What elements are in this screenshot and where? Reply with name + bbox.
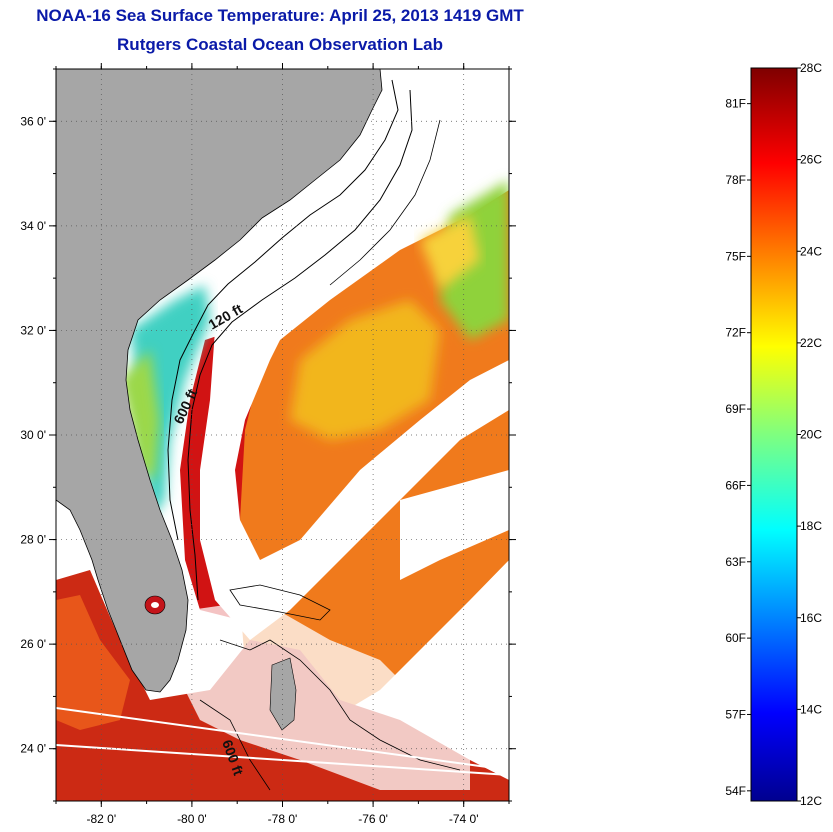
cloud-streak: [200, 300, 509, 640]
lat-tick-label: 26 0': [20, 637, 46, 651]
lat-tick-label: 32 0': [20, 323, 46, 337]
celsius-label: 18C: [800, 519, 822, 533]
sst-map: 120 ft 600 ft 600 ft -82 0' -80 0' -78 0' -…: [20, 63, 516, 826]
coastal-green-water: [120, 350, 160, 480]
celsius-label: 14C: [800, 702, 822, 716]
celsius-label: 26C: [800, 153, 822, 167]
fahrenheit-label: 60F: [725, 631, 746, 645]
lon-tick-label: -76 0': [358, 812, 388, 826]
lat-tick-label: 28 0': [20, 533, 46, 547]
map-title: NOAA-16 Sea Surface Temperature: April 2…: [36, 6, 524, 25]
celsius-label: 28C: [800, 61, 822, 75]
fahrenheit-label: 75F: [725, 249, 746, 263]
fahrenheit-label: 66F: [725, 478, 746, 492]
lat-tick-label: 30 0': [20, 428, 46, 442]
contour-bahamas: [219, 639, 461, 771]
lat-tick-label: 34 0': [20, 219, 46, 233]
contour-offshore: [329, 119, 441, 286]
axis-ticks: -82 0' -80 0' -78 0' -76 0' -74 0' 36 0' 34 0'…: [20, 63, 516, 826]
cloud-streak-east: [400, 470, 509, 580]
lon-tick-label: -78 0': [268, 812, 298, 826]
fahrenheit-label: 81F: [725, 97, 746, 111]
colorbar-gradient: [750, 67, 798, 802]
celsius-label: 16C: [800, 611, 822, 625]
fahrenheit-label: 57F: [725, 707, 746, 721]
fahrenheit-label: 78F: [725, 173, 746, 187]
celsius-label: 20C: [800, 428, 822, 442]
contour-120ft: [167, 79, 399, 541]
lon-tick-label: -74 0': [449, 812, 479, 826]
grand-bahama: [229, 584, 331, 621]
contour-bahamas-2: [199, 699, 271, 791]
celsius-label: 24C: [800, 244, 822, 258]
fahrenheit-label: 54F: [725, 784, 746, 798]
gulf-orange: [56, 595, 130, 730]
fahrenheit-label: 72F: [725, 326, 746, 340]
yellow-eddy: [290, 300, 440, 440]
celsius-label: 22C: [800, 336, 822, 350]
bahamas-clouds: [180, 600, 470, 790]
lake-okeechobee-inner: [151, 602, 159, 608]
lat-tick-label: 36 0': [20, 114, 46, 128]
lon-tick-label: -82 0': [86, 812, 116, 826]
andros-island: [269, 657, 297, 731]
land-mass: [56, 69, 383, 693]
temperature-colorbar: 28C 26C 24C 22C 20C 18C 16C 14C 12C 81F 78F 75F 72F 6…: [725, 61, 822, 808]
cool-water-edge: [420, 215, 480, 290]
grid-lines: [56, 69, 509, 801]
celsius-label: 12C: [800, 794, 822, 808]
fahrenheit-label: 69F: [725, 402, 746, 416]
fahrenheit-label: 63F: [725, 555, 746, 569]
lat-tick-label: 24 0': [20, 742, 46, 756]
contour-600ft: [187, 89, 413, 601]
lon-tick-label: -80 0': [177, 812, 207, 826]
map-subtitle: Rutgers Coastal Ocean Observation Lab: [117, 35, 443, 54]
